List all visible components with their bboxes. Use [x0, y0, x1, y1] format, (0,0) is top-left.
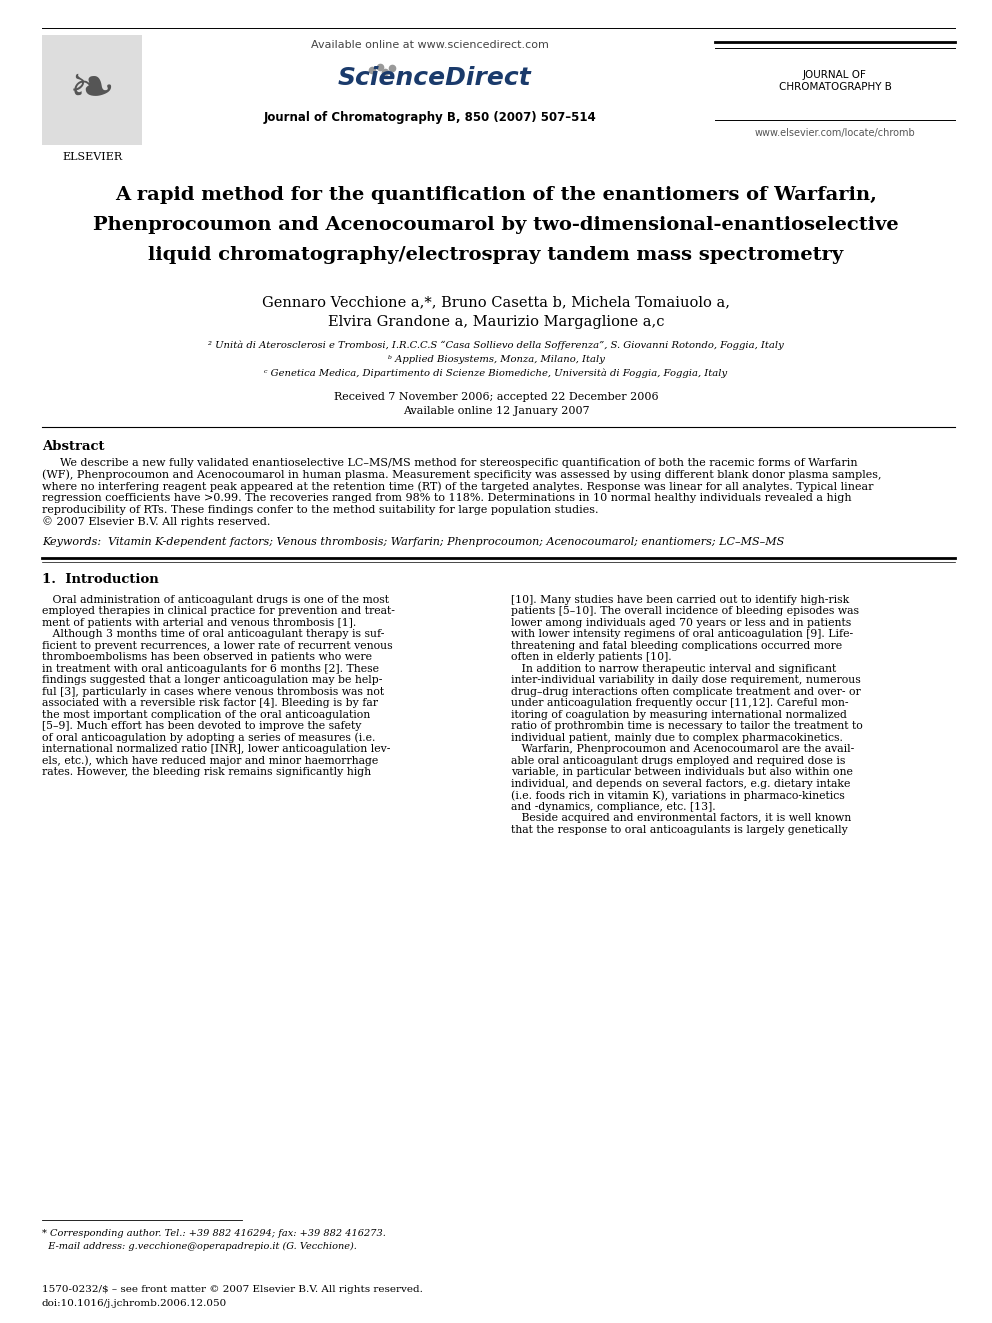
Text: [5–9]. Much effort has been devoted to improve the safety: [5–9]. Much effort has been devoted to i… [42, 721, 361, 732]
Text: Oral administration of anticoagulant drugs is one of the most: Oral administration of anticoagulant dru… [42, 595, 389, 605]
Text: with lower intensity regimens of oral anticoagulation [9]. Life-: with lower intensity regimens of oral an… [511, 630, 853, 639]
Text: ScienceDirect: ScienceDirect [338, 66, 532, 90]
Text: inter-individual variability in daily dose requirement, numerous: inter-individual variability in daily do… [511, 675, 861, 685]
Text: Received 7 November 2006; accepted 22 December 2006: Received 7 November 2006; accepted 22 De… [333, 392, 659, 402]
Text: and -dynamics, compliance, etc. [13].: and -dynamics, compliance, etc. [13]. [511, 802, 715, 812]
Text: * Corresponding author. Tel.: +39 882 416294; fax: +39 882 416273.: * Corresponding author. Tel.: +39 882 41… [42, 1229, 386, 1238]
Text: employed therapies in clinical practice for prevention and treat-: employed therapies in clinical practice … [42, 606, 395, 617]
Text: ❧: ❧ [68, 64, 115, 116]
Text: threatening and fatal bleeding complications occurred more: threatening and fatal bleeding complicat… [511, 640, 842, 651]
Text: ment of patients with arterial and venous thrombosis [1].: ment of patients with arterial and venou… [42, 618, 356, 628]
Text: drug–drug interactions often complicate treatment and over- or: drug–drug interactions often complicate … [511, 687, 861, 697]
Text: that the response to oral anticoagulants is largely genetically: that the response to oral anticoagulants… [511, 824, 848, 835]
Text: itoring of coagulation by measuring international normalized: itoring of coagulation by measuring inte… [511, 710, 847, 720]
Text: ᵇ Applied Biosystems, Monza, Milano, Italy: ᵇ Applied Biosystems, Monza, Milano, Ita… [388, 355, 604, 364]
Text: Gennaro Vecchione a,*, Bruno Casetta b, Michela Tomaiuolo a,: Gennaro Vecchione a,*, Bruno Casetta b, … [262, 295, 730, 310]
Text: 1570-0232/$ – see front matter © 2007 Elsevier B.V. All rights reserved.: 1570-0232/$ – see front matter © 2007 El… [42, 1286, 423, 1294]
Text: Beside acquired and environmental factors, it is well known: Beside acquired and environmental factor… [511, 814, 851, 823]
Text: international normalized ratio [INR], lower anticoagulation lev-: international normalized ratio [INR], lo… [42, 745, 391, 754]
Text: rates. However, the bleeding risk remains significantly high: rates. However, the bleeding risk remain… [42, 767, 371, 778]
Bar [42, 34, 142, 146]
Text: reproducibility of RTs. These findings confer to the method suitability for larg: reproducibility of RTs. These findings c… [42, 505, 598, 515]
Text: of oral anticoagulation by adopting a series of measures (i.e.: of oral anticoagulation by adopting a se… [42, 733, 375, 744]
Text: Phenprocoumon and Acenocoumarol by two-dimensional-enantioselective: Phenprocoumon and Acenocoumarol by two-d… [93, 216, 899, 234]
Text: Elvira Grandone a, Maurizio Margaglione a,c: Elvira Grandone a, Maurizio Margaglione … [327, 315, 665, 329]
Text: associated with a reversible risk factor [4]. Bleeding is by far: associated with a reversible risk factor… [42, 699, 378, 708]
Text: E-mail address: g.vecchione@operapadrepio.it (G. Vecchione).: E-mail address: g.vecchione@operapadrepi… [42, 1241, 357, 1250]
Text: patients [5–10]. The overall incidence of bleeding episodes was: patients [5–10]. The overall incidence o… [511, 606, 859, 617]
Text: In addition to narrow therapeutic interval and significant: In addition to narrow therapeutic interv… [511, 664, 836, 673]
Text: © 2007 Elsevier B.V. All rights reserved.: © 2007 Elsevier B.V. All rights reserved… [42, 516, 271, 528]
Text: where no interfering reagent peak appeared at the retention time (RT) of the tar: where no interfering reagent peak appear… [42, 482, 874, 492]
Text: els, etc.), which have reduced major and minor haemorrhage: els, etc.), which have reduced major and… [42, 755, 378, 766]
Text: ᶜ Genetica Medica, Dipartimento di Scienze Biomediche, Università di Foggia, Fog: ᶜ Genetica Medica, Dipartimento di Scien… [265, 368, 727, 378]
Text: under anticoagulation frequently occur [11,12]. Careful mon-: under anticoagulation frequently occur [… [511, 699, 848, 708]
Text: able oral anticoagulant drugs employed and required dose is: able oral anticoagulant drugs employed a… [511, 755, 845, 766]
Text: 1.  Introduction: 1. Introduction [42, 573, 159, 586]
Text: findings suggested that a longer anticoagulation may be help-: findings suggested that a longer anticoa… [42, 675, 382, 685]
Text: the most important complication of the oral anticoagulation: the most important complication of the o… [42, 710, 370, 720]
Text: (i.e. foods rich in vitamin K), variations in pharmaco-kinetics: (i.e. foods rich in vitamin K), variatio… [511, 790, 845, 800]
Text: JOURNAL OF: JOURNAL OF [804, 70, 867, 79]
Text: Available online 12 January 2007: Available online 12 January 2007 [403, 406, 589, 415]
Text: thromboembolisms has been observed in patients who were: thromboembolisms has been observed in pa… [42, 652, 372, 663]
Text: liquid chromatography/electrospray tandem mass spectrometry: liquid chromatography/electrospray tande… [149, 246, 843, 265]
Text: Abstract: Abstract [42, 441, 104, 454]
Text: CHROMATOGRAPHY B: CHROMATOGRAPHY B [779, 82, 892, 93]
Text: ficient to prevent recurrences, a lower rate of recurrent venous: ficient to prevent recurrences, a lower … [42, 640, 393, 651]
Text: ² Unità di Aterosclerosi e Trombosi, I.R.C.C.S “Casa Sollievo della Sofferenza”,: ² Unità di Aterosclerosi e Trombosi, I.R… [208, 340, 784, 349]
Text: Keywords:  Vitamin K-dependent factors; Venous thrombosis; Warfarin; Phenprocoum: Keywords: Vitamin K-dependent factors; V… [42, 537, 785, 546]
Text: in treatment with oral anticoagulants for 6 months [2]. These: in treatment with oral anticoagulants fo… [42, 664, 379, 673]
Text: Although 3 months time of oral anticoagulant therapy is suf-: Although 3 months time of oral anticoagu… [42, 630, 384, 639]
Text: Available online at www.sciencedirect.com: Available online at www.sciencedirect.co… [311, 40, 549, 50]
Text: Warfarin, Phenprocoumon and Acenocoumarol are the avail-: Warfarin, Phenprocoumon and Acenocoumaro… [511, 745, 854, 754]
Text: A rapid method for the quantification of the enantiomers of Warfarin,: A rapid method for the quantification of… [115, 187, 877, 204]
Text: Journal of Chromatography B, 850 (2007) 507–514: Journal of Chromatography B, 850 (2007) … [264, 111, 596, 124]
Text: lower among individuals aged 70 years or less and in patients: lower among individuals aged 70 years or… [511, 618, 851, 628]
Text: doi:10.1016/j.jchromb.2006.12.050: doi:10.1016/j.jchromb.2006.12.050 [42, 1298, 227, 1307]
Text: ELSEVIER: ELSEVIER [62, 152, 122, 161]
Text: (WF), Phenprocoumon and Acenocoumarol in human plasma. Measurement specificity w: (WF), Phenprocoumon and Acenocoumarol in… [42, 470, 882, 480]
Text: www.elsevier.com/locate/chromb: www.elsevier.com/locate/chromb [755, 128, 916, 138]
Text: often in elderly patients [10].: often in elderly patients [10]. [511, 652, 672, 663]
Text: variable, in particular between individuals but also within one: variable, in particular between individu… [511, 767, 853, 778]
Text: [10]. Many studies have been carried out to identify high-risk: [10]. Many studies have been carried out… [511, 595, 849, 605]
Text: individual, and depends on several factors, e.g. dietary intake: individual, and depends on several facto… [511, 779, 850, 789]
Text: individual patient, mainly due to complex pharmacokinetics.: individual patient, mainly due to comple… [511, 733, 843, 742]
Text: ful [3], particularly in cases where venous thrombosis was not: ful [3], particularly in cases where ven… [42, 687, 384, 697]
Text: regression coefficients have >0.99. The recoveries ranged from 98% to 118%. Dete: regression coefficients have >0.99. The … [42, 493, 851, 503]
Text: ratio of prothrombin time is necessary to tailor the treatment to: ratio of prothrombin time is necessary t… [511, 721, 863, 732]
Text: We describe a new fully validated enantioselective LC–MS/MS method for stereospe: We describe a new fully validated enanti… [60, 458, 858, 468]
